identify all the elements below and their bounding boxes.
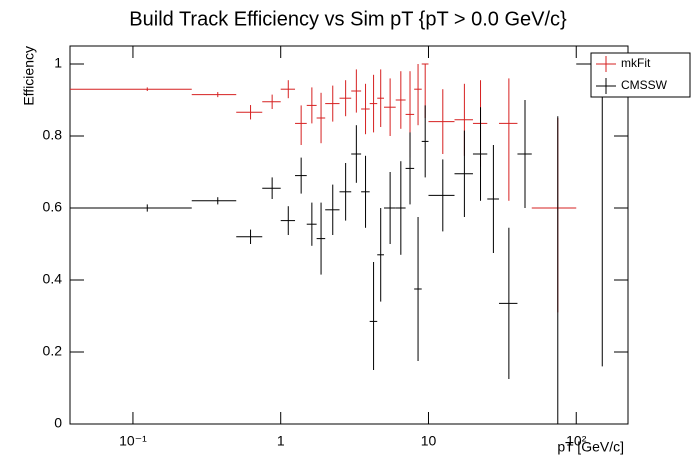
y-tick-label: 0.6 [43, 199, 63, 215]
legend-label: mkFit [621, 56, 651, 70]
x-tick-label: 10² [566, 433, 587, 449]
x-tick-label: 10 [421, 433, 437, 449]
y-tick-label: 0.4 [43, 271, 63, 287]
legend-box [590, 52, 691, 98]
x-tick-label: 10⁻¹ [119, 433, 147, 449]
y-tick-label: 0 [54, 415, 62, 431]
y-axis-label: Efficiency [21, 46, 37, 106]
x-tick-label: 1 [277, 433, 285, 449]
y-tick-label: 0.8 [43, 127, 63, 143]
chart-title: Build Track Efficiency vs Sim pT {pT > 0… [129, 8, 567, 30]
y-tick-label: 1 [54, 55, 62, 71]
y-tick-label: 0.2 [43, 343, 63, 359]
plot-frame [69, 45, 629, 425]
legend-label: CMSSW [621, 78, 668, 92]
x-axis-label: pT [GeV/c] [557, 439, 624, 455]
